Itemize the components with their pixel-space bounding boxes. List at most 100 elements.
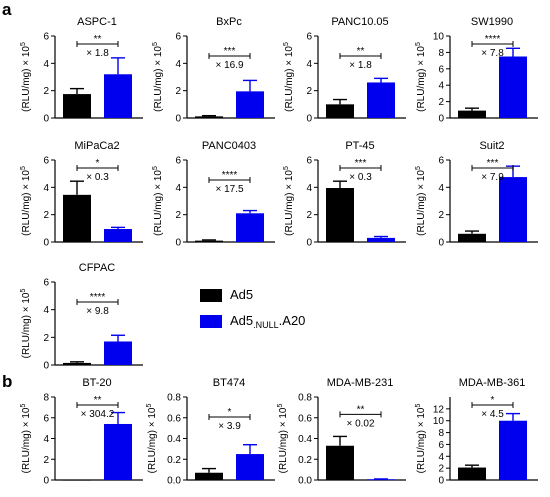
y-tick-label: 0 [175,238,181,249]
y-axis-label-text: (RLU/mg) × 10 [153,170,164,236]
bar-ad5null [499,420,527,480]
bar-ad5 [195,116,223,118]
bar-ad5 [63,362,91,365]
chart-6: PT-45 0 2 4 6 (RLU/mg) × 105 *** × 0.3 [283,140,406,249]
bar-ad5null [104,341,132,365]
y-tick-label: 6 [438,64,444,75]
y-tick-label: 2 [43,333,49,344]
y-axis-label: (RLU/mg) × 105 [20,289,32,359]
y-tick-label: 4 [306,183,312,194]
y-tick-label: 2 [175,86,181,97]
y-tick-label: 0.2 [167,455,181,466]
y-tick-label: 2 [438,97,444,108]
y-tick-label: 0.8 [298,393,312,404]
y-axis-label-exponent: 5 [20,404,27,408]
y-tick-label: 0 [306,238,312,249]
y-tick-label: 6 [175,32,181,43]
significance-stars: ** [94,34,102,45]
chart-7: Suit2 0 2 4 6 (RLU/mg) × 105 *** × 7.9 [415,140,538,249]
chart-title: PANC10.05 [331,16,388,28]
y-axis-label: (RLU/mg) × 105 [415,166,427,236]
y-axis-label: (RLU/mg) × 105 [152,166,164,236]
significance-stars: ** [357,404,365,415]
y-tick-label: 6 [43,32,49,43]
legend-swatch-ad5 [200,289,222,302]
y-axis-label: (RLU/mg) × 105 [415,404,427,474]
bar-ad5 [326,188,354,242]
y-tick-label: 0 [438,238,444,249]
chart-2: PANC10.05 0 2 4 6 (RLU/mg) × 105 ** × 1.8 [283,16,406,125]
chart-title: MiPaCa2 [74,140,119,152]
chart-title: BxPc [216,16,242,28]
y-tick-label: 2 [306,210,312,221]
significance-stars: *** [487,158,499,169]
y-tick-label: 2 [438,210,444,221]
y-axis-label: (RLU/mg) × 105 [20,404,32,474]
y-axis-label-exponent: 5 [20,289,27,293]
y-tick-label: 12 [433,404,445,415]
bar-ad5null [367,479,395,481]
significance-stars: **** [222,170,238,181]
fold-change: × 17.5 [215,184,244,195]
bar-ad5null [236,213,264,242]
y-axis-label-text: (RLU/mg) × 10 [21,46,32,112]
significance-stars: * [228,407,232,418]
y-axis-label-text: (RLU/mg) × 10 [416,407,427,473]
y-axis-label-text: (RLU/mg) × 10 [21,170,32,236]
y-tick-label: 0 [43,476,49,487]
chart-title: Suit2 [479,140,504,152]
legend-label-ad5: Ad5 [230,287,254,302]
chart-title: MDA-MB-231 [327,377,394,389]
y-tick-label: 2 [306,86,312,97]
fold-change: × 0.02 [346,418,375,429]
y-tick-label: 2 [175,210,181,221]
y-axis-label-exponent: 5 [152,42,159,46]
fold-change: × 0.3 [349,172,372,183]
bar-ad5null [499,56,527,118]
bar-ad5 [458,110,486,118]
y-axis-label-exponent: 5 [277,404,284,408]
bar-ad5null [499,177,527,242]
y-axis-label-text: (RLU/mg) × 10 [278,407,289,473]
y-tick-label: 4 [43,305,49,316]
fold-change: × 7.9 [481,172,504,183]
legend-item-ad5: Ad5 [200,287,340,304]
y-tick-label: 0.6 [167,413,181,424]
y-tick-label: 4 [43,434,49,445]
y-tick-label: 0 [175,114,181,125]
y-tick-label: 6 [306,156,312,167]
bar-ad5 [326,445,354,480]
significance-stars: **** [485,34,501,45]
bar-ad5 [63,479,91,481]
y-tick-label: 4 [438,452,444,463]
y-tick-label: 0 [306,114,312,125]
chart-1: BxPc 0 2 4 6 (RLU/mg) × 105 *** × 16.9 [152,16,275,125]
y-axis-label: (RLU/mg) × 105 [20,42,32,112]
y-tick-label: 6 [43,156,49,167]
y-tick-label: 0.4 [167,434,181,445]
y-axis-label-exponent: 5 [415,42,422,46]
bar-ad5 [458,467,486,480]
y-axis-label-text: (RLU/mg) × 10 [284,170,295,236]
y-tick-label: 0.2 [298,455,312,466]
y-axis-label-exponent: 5 [20,42,27,46]
y-tick-label: 0.0 [298,476,312,487]
fold-change: × 7.8 [481,48,504,59]
y-axis-label-exponent: 5 [283,42,290,46]
y-tick-label: 6 [175,156,181,167]
y-tick-label: 4 [438,183,444,194]
y-tick-label: 0.0 [167,476,181,487]
y-tick-label: 2 [438,464,444,475]
bar-ad5 [63,194,91,242]
chart-4: MiPaCa2 0 2 4 6 (RLU/mg) × 105 * × 0.3 [20,140,143,249]
fold-change: × 16.9 [215,60,244,71]
y-axis-label-text: (RLU/mg) × 10 [21,407,32,473]
y-tick-label: 0.8 [167,393,181,404]
fold-change: × 304.2 [81,409,115,420]
y-tick-label: 0 [43,114,49,125]
bar-ad5null [236,91,264,118]
bar-ad5null [367,82,395,118]
y-tick-label: 0.6 [298,413,312,424]
